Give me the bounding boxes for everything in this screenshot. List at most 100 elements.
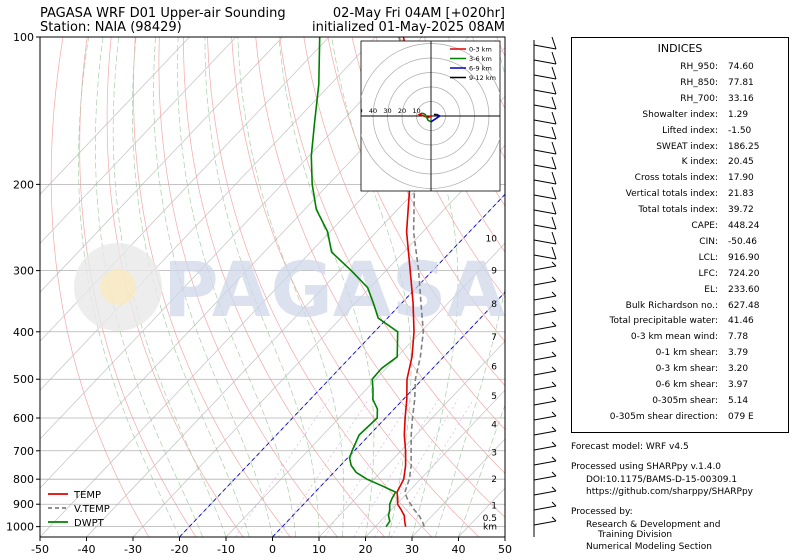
wind-barb-feather xyxy=(551,426,557,432)
dry-adiabat-line xyxy=(50,37,150,537)
index-label: 0-3 km mean wind: xyxy=(630,332,718,343)
wind-barb-line xyxy=(533,415,557,421)
wind-barb xyxy=(533,291,557,301)
footer-org3: Numerical Modeling Section xyxy=(586,542,713,552)
index-row: Total totals index: 39.72 xyxy=(572,205,788,221)
wind-barb-line xyxy=(533,445,557,451)
index-label: Bulk Richardson no.: xyxy=(625,300,718,311)
wind-barb-line xyxy=(533,340,557,346)
mixing-ratio-line xyxy=(390,399,474,537)
index-label: Total precipitable water: xyxy=(609,316,718,327)
wind-barb xyxy=(533,456,557,466)
wind-barb xyxy=(533,471,557,481)
x-tick-label: -50 xyxy=(31,543,49,556)
wind-barb-line xyxy=(533,490,557,496)
index-value: 33.16 xyxy=(728,93,754,104)
index-value: 1.29 xyxy=(728,109,749,120)
wind-barb-line xyxy=(533,385,557,391)
index-value: 916.90 xyxy=(728,252,760,263)
wind-barb xyxy=(533,171,557,185)
index-value: 5.14 xyxy=(728,395,749,406)
wind-barb-line xyxy=(533,265,557,271)
wind-barb-line xyxy=(533,475,557,481)
index-value: 21.83 xyxy=(728,189,754,200)
legend-label: DWPT xyxy=(74,518,105,529)
index-label: RH_950: xyxy=(680,62,718,72)
index-label: RH_700: xyxy=(680,93,718,104)
wind-barb xyxy=(533,441,557,451)
series-vtemp-line xyxy=(398,37,425,527)
wind-barb-feather xyxy=(551,306,557,312)
valid-time: 02-May Fri 04AM [+020hr] xyxy=(332,6,505,21)
wind-barb-feather xyxy=(551,456,557,462)
wind-barb xyxy=(533,36,557,50)
index-value: 77.81 xyxy=(728,77,754,88)
x-tick-label: -10 xyxy=(217,543,235,556)
wind-barb-line xyxy=(533,89,557,95)
wind-barb-feather xyxy=(551,381,557,387)
index-value: -1.50 xyxy=(728,125,752,136)
footer-url: https://github.com/sharppy/SHARPpy xyxy=(586,487,753,497)
wind-barb-line xyxy=(533,295,557,301)
index-label: 0-6 km shear: xyxy=(655,380,718,390)
wind-barb-feather xyxy=(551,501,557,507)
index-row: Cross totals index: 17.90 xyxy=(572,173,788,189)
index-value: 20.45 xyxy=(728,157,754,168)
wind-barb xyxy=(533,276,557,286)
wind-barb-feather xyxy=(551,516,557,522)
index-row: RH_850: 77.81 xyxy=(572,78,788,94)
wind-barb xyxy=(533,306,557,316)
index-value: -50.46 xyxy=(728,236,758,247)
wind-barb xyxy=(533,186,557,200)
index-label: 0-305m shear: xyxy=(652,395,718,406)
watermark-text: PAGASA xyxy=(163,245,505,334)
wind-barb-line xyxy=(533,104,557,110)
wind-barb-feather xyxy=(551,321,557,327)
hodograph-ring-label: 50 xyxy=(354,107,362,115)
index-row: K index: 20.45 xyxy=(572,157,788,173)
series-temp-line xyxy=(396,37,416,527)
index-value: 3.97 xyxy=(728,380,749,390)
index-value: 3.20 xyxy=(728,364,749,375)
hodograph-segment xyxy=(430,113,442,123)
wind-barb xyxy=(533,426,557,436)
index-label: 0-3 km shear: xyxy=(655,364,718,375)
moist-adiabat-line xyxy=(132,37,250,537)
wind-barb xyxy=(533,351,557,361)
hodograph-inner: 50 40 30 20 10 0-3 km3-6 km 6-9 km9-12 km xyxy=(354,41,500,191)
wind-barb-line xyxy=(533,505,557,511)
wind-barb-line xyxy=(533,164,557,170)
index-row: 0-6 km shear: 3.97 xyxy=(572,380,788,396)
y-tick-label: 400 xyxy=(13,326,34,339)
hodograph-legend-label: 0-3 km xyxy=(469,46,492,54)
wind-barb xyxy=(533,201,557,215)
wind-barb-line xyxy=(533,194,557,200)
index-row: LFC: 724.20 xyxy=(572,269,788,285)
dry-adiabat-line xyxy=(158,37,338,537)
index-label: Cross totals index: xyxy=(634,173,718,184)
x-tick-label: 20 xyxy=(359,543,373,556)
dry-adiabat-line xyxy=(375,37,505,298)
wind-barb-feather xyxy=(551,186,557,200)
wind-barb-feather xyxy=(551,126,557,140)
dry-adiabat-line xyxy=(399,37,505,253)
x-tick-label: 10 xyxy=(312,543,326,556)
wind-barb xyxy=(533,51,557,65)
footer-model: Forecast model: WRF v4.5 xyxy=(571,442,689,452)
index-value: 233.60 xyxy=(728,284,760,295)
index-label: RH_850: xyxy=(680,77,718,88)
y-tick-label: 600 xyxy=(13,412,34,425)
index-value: 448.24 xyxy=(728,221,760,231)
mixing-ratio-line xyxy=(278,399,369,537)
index-label: Lifted index: xyxy=(662,125,718,136)
index-label: CIN: xyxy=(699,236,718,247)
index-value: 186.25 xyxy=(728,141,760,152)
isotherm-line xyxy=(365,389,505,537)
init-time: initialized 01-May-2025 08AM xyxy=(311,20,505,35)
wind-barb-line xyxy=(533,209,557,215)
moist-adiabat-line xyxy=(458,403,505,537)
wind-barb xyxy=(533,501,557,511)
index-label: K index: xyxy=(681,157,718,168)
wind-barb-line xyxy=(533,44,557,50)
